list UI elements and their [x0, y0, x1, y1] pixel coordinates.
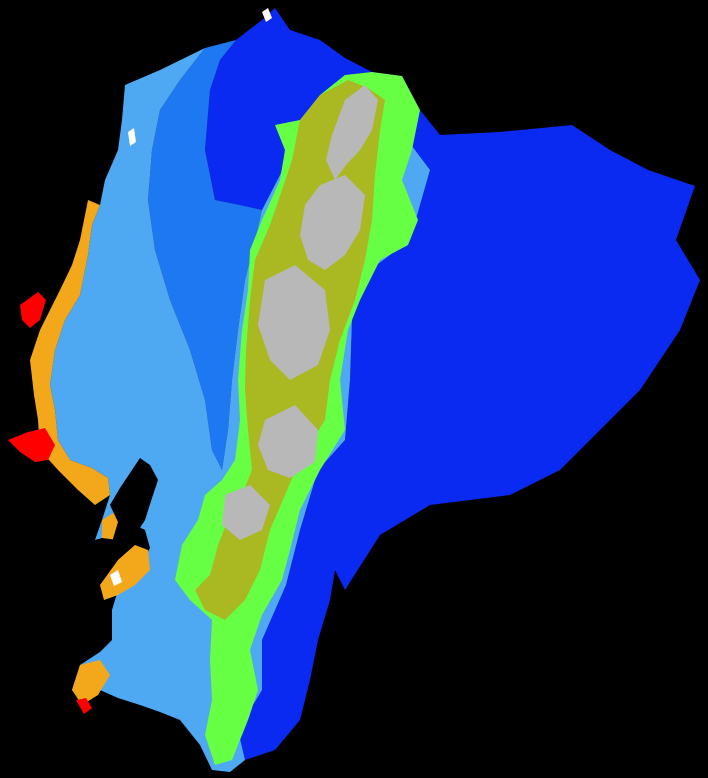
zone-water-body	[110, 458, 158, 550]
zone-coastal-dry	[72, 660, 110, 705]
zone-coastal-arid	[8, 428, 55, 462]
zone-paramo	[222, 485, 270, 540]
zone-coastal-dry	[100, 545, 150, 600]
zone-salt-flat	[110, 570, 122, 586]
zone-salt-flat	[128, 128, 136, 146]
zone-amazon-lowland	[205, 8, 700, 760]
zone-coastal-arid	[20, 292, 46, 328]
zone-coastal-dry	[30, 200, 110, 505]
zone-paramo	[258, 405, 318, 478]
zone-paramo	[300, 175, 365, 270]
zone-paramo	[258, 265, 330, 380]
zone-salt-flat	[262, 8, 272, 22]
zone-coastal-arid	[76, 698, 92, 714]
zone-northwest-humid	[148, 40, 262, 470]
zone-paramo	[326, 85, 378, 180]
